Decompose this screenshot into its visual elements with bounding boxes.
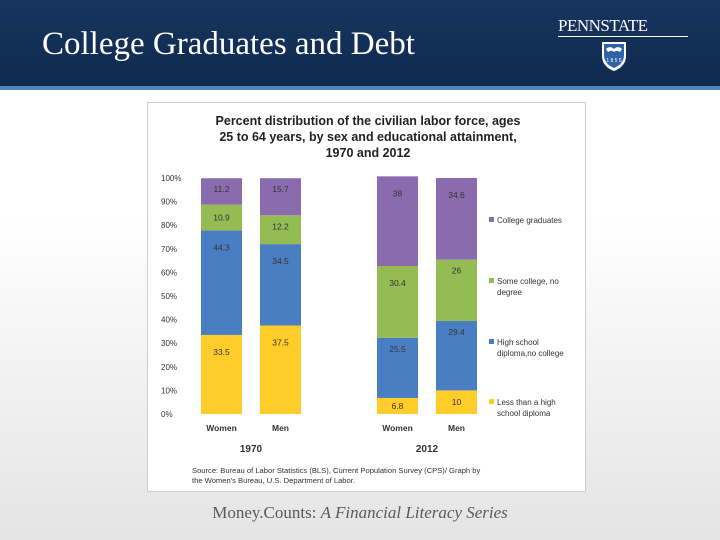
logo-year: 1 8 5 5 — [606, 58, 622, 64]
data-label: 37.5 — [272, 338, 289, 348]
bar-segment — [201, 178, 242, 205]
data-label: 44.3 — [213, 242, 230, 252]
chart-container: Percent distribution of the civilian lab… — [147, 102, 586, 492]
x-category-label: Men — [272, 423, 289, 433]
data-label: 10.9 — [213, 213, 230, 223]
legend-label: Less than a high — [497, 398, 556, 407]
chart-title-line: Percent distribution of the civilian lab… — [216, 114, 521, 128]
data-label: 34.6 — [448, 190, 465, 200]
bar-segment — [260, 178, 301, 216]
bar-segment — [377, 176, 418, 267]
bar-segment — [201, 334, 242, 414]
y-tick-label: 10% — [161, 386, 177, 395]
data-label: 15.7 — [272, 184, 289, 194]
y-tick-label: 100% — [161, 174, 181, 183]
y-tick-label: 90% — [161, 198, 177, 207]
header-accent-rule — [0, 86, 720, 90]
y-tick-label: 50% — [161, 292, 177, 301]
footer-series: A Financial Literacy Series — [320, 503, 508, 522]
data-label: 26 — [452, 266, 462, 276]
bar-segment — [377, 266, 418, 338]
legend-label: High school — [497, 338, 539, 347]
legend-swatch — [489, 278, 494, 283]
logo-rule — [558, 36, 688, 37]
chart-title-line: 25 to 64 years, by sex and educational a… — [219, 130, 516, 144]
data-label: 10 — [452, 397, 462, 407]
legend-label: school diploma — [497, 409, 551, 418]
data-label: 6.8 — [392, 401, 404, 411]
data-label: 11.2 — [214, 184, 230, 194]
bar-segment — [201, 230, 242, 335]
bar-segment — [436, 178, 477, 260]
y-tick-label: 70% — [161, 245, 177, 254]
bar-segment — [436, 390, 477, 414]
bar-segment — [260, 325, 301, 414]
bar-segment — [377, 397, 418, 414]
data-label: 12.2 — [272, 221, 289, 231]
legend-swatch — [489, 399, 494, 404]
y-tick-label: 0% — [161, 410, 173, 419]
legend-label: Some college, no — [497, 277, 559, 286]
data-label: 29.4 — [448, 327, 465, 337]
x-category-label: Men — [448, 423, 465, 433]
x-group-label: 2012 — [416, 444, 439, 455]
x-category-label: Women — [206, 423, 237, 433]
x-group-label: 1970 — [240, 444, 263, 455]
data-label: 30.4 — [389, 278, 406, 288]
legend-swatch — [489, 339, 494, 344]
y-tick-label: 20% — [161, 363, 177, 372]
penn-state-logo: PENNSTATE 1 8 5 5 — [556, 14, 690, 74]
slide-header: College Graduates and Debt PENNSTATE 1 8… — [0, 0, 720, 86]
legend-label: degree — [497, 288, 522, 297]
legend-label: College graduates — [497, 216, 562, 225]
bar-segment — [436, 321, 477, 391]
bar-segment — [436, 259, 477, 322]
stacked-bar-chart: Percent distribution of the civilian lab… — [161, 114, 564, 485]
chart-title-line: 1970 and 2012 — [326, 146, 411, 160]
source-note-line: Source: Bureau of Labor Statistics (BLS)… — [192, 466, 480, 475]
logo-wordmark: PENNSTATE — [558, 16, 648, 35]
data-label: 38 — [393, 188, 403, 198]
y-tick-label: 60% — [161, 268, 177, 277]
bar-segment — [201, 204, 242, 231]
y-tick-label: 40% — [161, 316, 177, 325]
legend-swatch — [489, 217, 494, 222]
y-tick-label: 80% — [161, 221, 177, 230]
bar-segment — [260, 244, 301, 326]
data-label: 33.5 — [213, 347, 230, 357]
slide-title: College Graduates and Debt — [42, 26, 415, 62]
y-tick-label: 30% — [161, 339, 177, 348]
source-note-line: the Women's Bureau, U.S. Department of L… — [192, 476, 355, 485]
bar-segment — [260, 215, 301, 245]
footer-prefix: Money.Counts: — [212, 503, 321, 522]
slide-footer: Money.Counts: A Financial Literacy Serie… — [0, 503, 720, 523]
shield-icon: 1 8 5 5 — [602, 42, 626, 71]
legend-label: diploma,no college — [497, 349, 564, 358]
data-label: 34.5 — [272, 256, 289, 266]
bar-segment — [377, 337, 418, 398]
data-label: 25.5 — [389, 344, 406, 354]
x-category-label: Women — [382, 423, 413, 433]
